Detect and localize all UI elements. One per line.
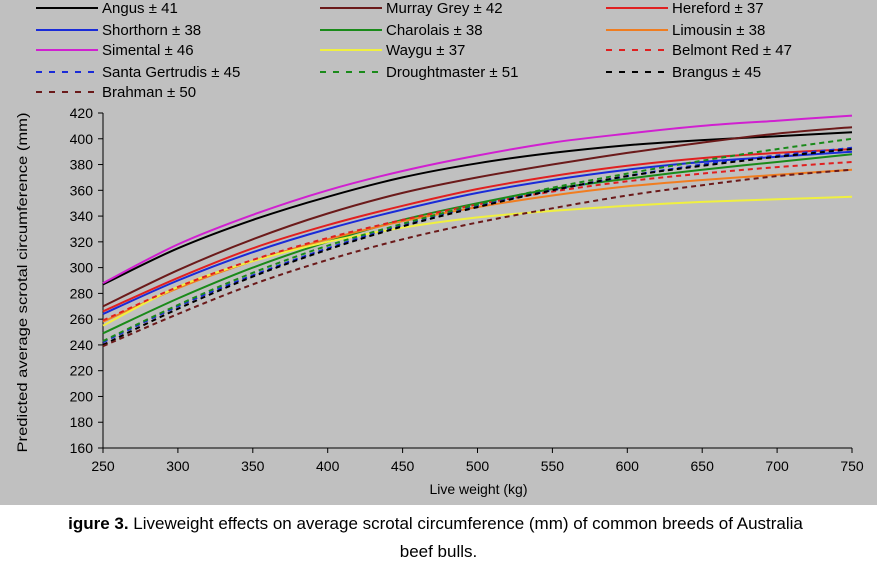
y-tick-label: 300 — [70, 260, 94, 276]
y-tick-label: 360 — [70, 182, 94, 198]
legend-label: Belmont Red ± 47 — [672, 42, 792, 59]
legend-label: Waygu ± 37 — [386, 42, 465, 59]
y-tick-label: 160 — [70, 440, 94, 456]
x-tick-label: 550 — [541, 458, 565, 474]
series-line — [102, 150, 853, 315]
y-tick-label: 340 — [70, 208, 94, 224]
series-line — [102, 161, 853, 322]
series-line — [102, 148, 853, 346]
series-line — [102, 126, 853, 308]
chart-panel: 160 180 200 220 240 260 280 300 320 340 360 380 400 4… — [0, 0, 877, 505]
legend-label: Brahman ± 50 — [102, 84, 196, 101]
caption-label: igure 3. — [68, 514, 129, 533]
legend-label: Limousin ± 38 — [672, 22, 765, 39]
legend-label: Charolais ± 38 — [386, 22, 483, 39]
x-tick-label: 350 — [241, 458, 265, 474]
series-line — [102, 195, 853, 327]
y-tick-label: 180 — [70, 414, 94, 430]
caption-text-line-1: Liveweight effects on average scrotal ci… — [128, 514, 803, 533]
x-tick-label: 400 — [316, 458, 340, 474]
y-tick-label: 320 — [70, 234, 94, 250]
x-tick-label: 600 — [616, 458, 640, 474]
series-line — [102, 153, 853, 335]
legend-label: Brangus ± 45 — [672, 64, 761, 81]
y-axis-label: Predicted average scrotal circumference … — [14, 113, 30, 453]
y-tick-label: 240 — [70, 337, 94, 353]
series-line — [102, 146, 853, 344]
y-tick-label: 200 — [70, 388, 94, 404]
line-chart: 160 180 200 220 240 260 280 300 320 340 360 380 400 4… — [14, 0, 864, 497]
x-tick-label: 650 — [691, 458, 715, 474]
y-tick-label: 280 — [70, 285, 94, 301]
x-tick-label: 750 — [840, 458, 864, 474]
legend-label: Simental ± 46 — [102, 42, 194, 59]
x-tick-label: 500 — [466, 458, 490, 474]
x-tick-label: 300 — [166, 458, 190, 474]
series-line — [102, 114, 853, 284]
series-line — [102, 131, 853, 286]
legend-label: Angus ± 41 — [102, 0, 178, 17]
x-tick-label: 250 — [91, 458, 115, 474]
legend-label: Droughtmaster ± 51 — [386, 64, 518, 81]
legend-label: Hereford ± 37 — [672, 0, 764, 17]
y-tick-label: 220 — [70, 363, 94, 379]
x-axis-label: Live weight (kg) — [429, 481, 527, 497]
legend-label: Murray Grey ± 42 — [386, 0, 503, 17]
y-tick-label: 400 — [70, 131, 94, 147]
series-line — [102, 148, 853, 313]
legend-label: Santa Gertrudis ± 45 — [102, 64, 240, 81]
x-tick-label: 700 — [765, 458, 789, 474]
y-tick-label: 380 — [70, 157, 94, 173]
y-tick-label: 260 — [70, 311, 94, 327]
caption-text-line-2: beef bulls. — [399, 542, 478, 561]
legend-label: Shorthorn ± 38 — [102, 22, 201, 39]
x-tick-label: 450 — [391, 458, 415, 474]
series-line — [102, 137, 853, 342]
y-tick-label: 420 — [70, 105, 94, 121]
figure-caption: igure 3. Liveweight effects on average s… — [0, 510, 877, 566]
series-line — [102, 168, 853, 348]
